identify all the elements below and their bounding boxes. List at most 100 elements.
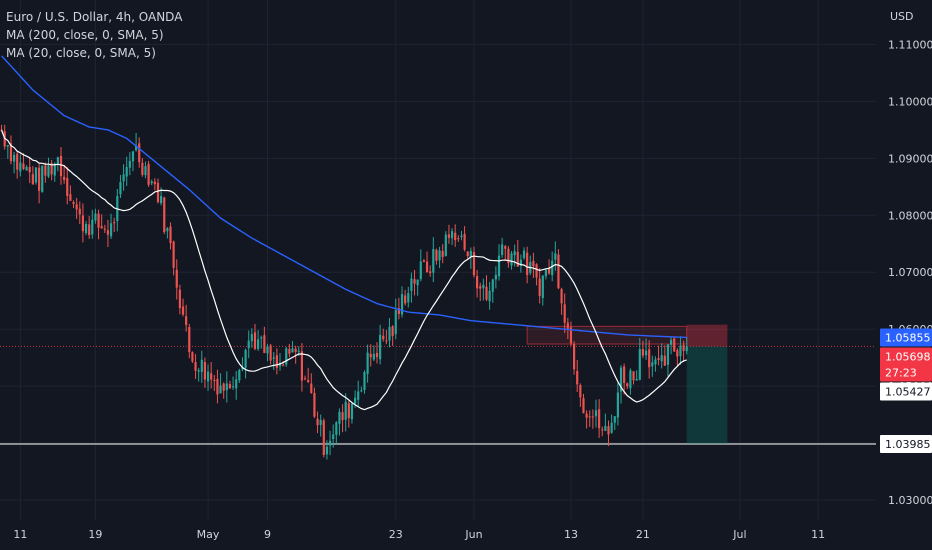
candle-body xyxy=(56,157,59,165)
candle-body xyxy=(516,252,519,267)
candle-body xyxy=(563,304,566,323)
candle-body xyxy=(222,383,225,391)
candle-body xyxy=(285,348,288,365)
candle-body xyxy=(125,167,128,177)
candle-body xyxy=(566,322,569,330)
candle-body xyxy=(613,416,616,423)
candle-body xyxy=(685,346,688,352)
candle-body xyxy=(225,383,228,391)
candle-body xyxy=(579,385,582,398)
candle-body xyxy=(188,327,191,353)
candle-body xyxy=(235,379,238,389)
grid xyxy=(0,0,876,520)
candle-body xyxy=(247,340,250,349)
candle-body xyxy=(551,260,554,276)
candle-body xyxy=(413,279,416,284)
candle-body xyxy=(219,385,222,394)
candle-body xyxy=(541,275,544,298)
candle-body xyxy=(404,295,407,304)
candle-body xyxy=(297,350,300,352)
x-tick-label: 23 xyxy=(389,528,403,541)
candle-body xyxy=(244,349,247,368)
candle-body xyxy=(84,223,88,234)
candle-body xyxy=(44,165,47,176)
candle-body xyxy=(316,418,319,426)
candle-body xyxy=(156,182,160,203)
candle-body xyxy=(432,249,435,273)
candle-body xyxy=(666,344,670,365)
candle-body xyxy=(272,357,275,359)
candle-body xyxy=(153,181,156,185)
candle-body xyxy=(166,228,169,232)
candle-body xyxy=(560,289,563,304)
drawing-layer[interactable] xyxy=(0,324,876,445)
chart-legend[interactable]: Euro / U.S. Dollar, 4h, OANDA MA (200, c… xyxy=(6,8,182,62)
candle-body xyxy=(651,362,654,367)
candle-body xyxy=(438,250,441,261)
candle-body xyxy=(576,370,579,385)
candle-body xyxy=(454,232,457,241)
candle-body xyxy=(25,166,28,171)
candle-body xyxy=(450,231,454,239)
candle-body xyxy=(163,197,166,233)
x-tick-label: May xyxy=(197,528,220,541)
x-tick-label: Jul xyxy=(732,528,746,541)
candle-body xyxy=(585,413,588,418)
candle-body xyxy=(97,213,100,228)
candle-body xyxy=(141,162,144,175)
legend-ma20[interactable]: MA (20, close, 0, SMA, 5) xyxy=(6,46,156,60)
candle-body xyxy=(466,251,469,257)
candle-body xyxy=(635,379,638,381)
candle-body xyxy=(307,380,310,383)
candle-body xyxy=(203,361,207,380)
candle-body xyxy=(263,335,266,354)
candle-body xyxy=(547,267,551,274)
candle-body xyxy=(41,165,44,193)
candle-body xyxy=(288,348,291,354)
candle-body xyxy=(22,163,25,169)
candle-body xyxy=(138,143,141,163)
candle-body xyxy=(654,359,657,365)
candle-body xyxy=(469,250,472,257)
candle-body xyxy=(526,252,529,276)
candle-body xyxy=(607,426,610,435)
candle-body xyxy=(457,238,460,240)
candle-body xyxy=(53,163,56,176)
candle-body xyxy=(682,345,685,351)
candle-body xyxy=(679,345,682,357)
axes[interactable]: 1.030001.040001.050001.060001.070001.080… xyxy=(13,10,932,541)
candle-body xyxy=(669,339,673,345)
candle-body xyxy=(103,228,106,230)
candle-body xyxy=(275,355,278,368)
candle-body xyxy=(472,252,476,276)
candle-body xyxy=(353,397,357,404)
candle-body xyxy=(347,403,350,419)
candle-body xyxy=(400,294,404,315)
candle-body xyxy=(100,226,103,229)
candle-body xyxy=(397,308,400,314)
candle-body xyxy=(407,293,410,303)
candle-body xyxy=(150,181,153,184)
candle-body xyxy=(335,422,338,435)
candle-body xyxy=(482,284,485,289)
candle-body xyxy=(479,286,482,289)
legend-title[interactable]: Euro / U.S. Dollar, 4h, OANDA xyxy=(6,10,183,24)
candle-body xyxy=(160,196,163,204)
candle-body xyxy=(554,253,557,260)
candle-body xyxy=(291,348,294,353)
candle-body xyxy=(497,255,501,277)
resistance-zone xyxy=(526,325,688,345)
candle-body xyxy=(322,420,325,456)
x-tick-label: 21 xyxy=(636,528,650,541)
candle-body xyxy=(191,352,194,362)
candle-body xyxy=(375,352,379,358)
candle-body xyxy=(250,334,253,341)
legend-ma200[interactable]: MA (200, close, 0, SMA, 5) xyxy=(6,28,164,42)
candle-body xyxy=(147,163,150,185)
x-tick-label: 13 xyxy=(564,528,578,541)
candle-body xyxy=(266,346,269,354)
candle-body xyxy=(419,261,422,280)
candle-body xyxy=(538,278,541,296)
